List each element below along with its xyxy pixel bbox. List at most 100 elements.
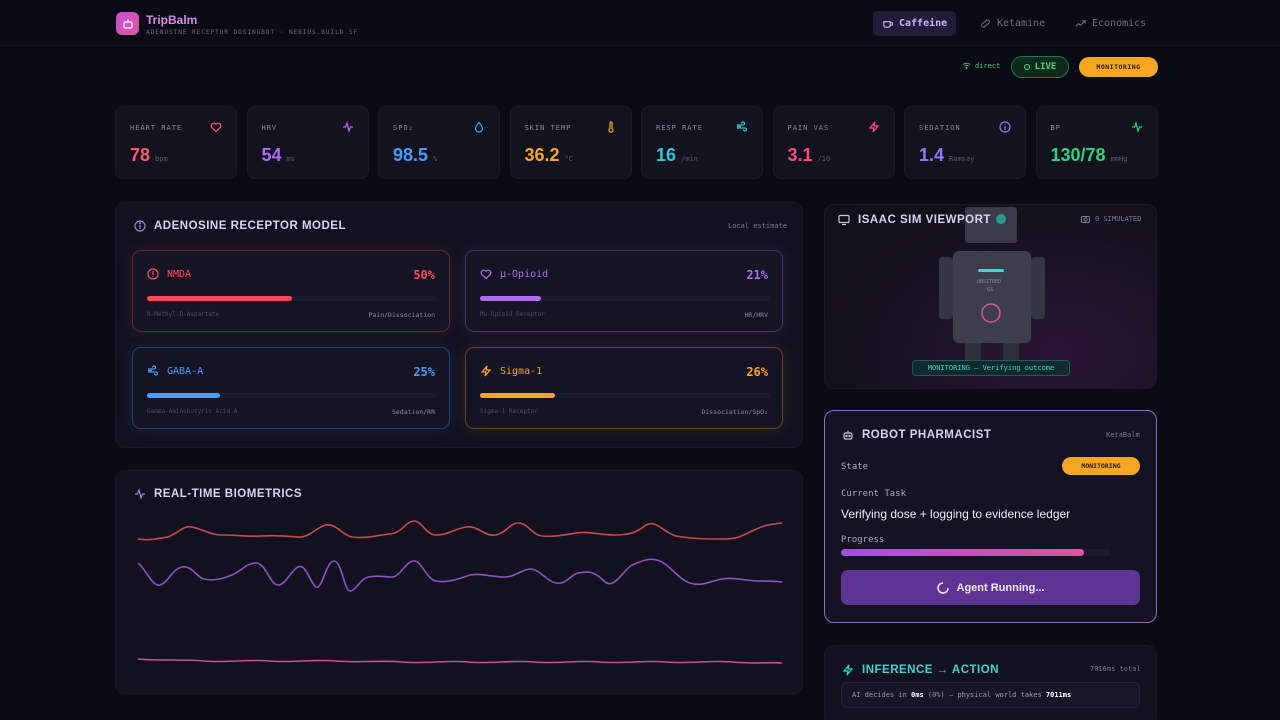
receptor-name: NMDA [147,268,191,280]
heart-rate-trace [137,520,783,541]
receptor-percent: 21% [746,268,768,282]
vital-value: 3.1/10 [788,145,831,166]
receptor-name: μ-Opioid [480,268,548,280]
vital-value: 98.5% [393,145,437,166]
receptor-full-name: Gamma-Aminobutyric Acid A [147,408,238,415]
receptor-full-name: Mu-Opioid Receptor [480,311,546,318]
wind-icon [148,365,159,376]
agent-running-label: Agent Running... [956,581,1045,594]
vital-card[interactable]: HEART RATE 78 bpm [115,106,237,179]
isaac-note: 0 SIMULATED [1081,215,1141,223]
receptor-effect: HR/HRV [744,311,768,319]
current-task: Verifying dose + logging to evidence led… [841,507,1071,521]
tab-caffeine-label: Caffeine [899,18,948,29]
monitoring-badge: MONITORING [1079,57,1158,77]
tab-caffeine[interactable]: Caffeine [873,11,957,36]
app-logo[interactable] [116,12,139,35]
brand-name: TripBalm [146,13,198,27]
vital-card[interactable]: HRV 54 ms [246,106,369,179]
vital-number: 36.2 [524,145,560,165]
robot-pharmacist-title: ROBOT PHARMACIST [842,429,991,441]
vital-unit: bpm [155,155,168,163]
inference-text-mid: (0%) — physical world takes [927,691,1042,699]
inference-title: INFERENCE → ACTION [842,664,999,676]
camera-icon [1081,216,1090,223]
info-icon [999,121,1011,133]
receptor-name-label: μ-Opioid [500,268,549,280]
receptor-bar [480,393,770,398]
receptor-percent: 50% [413,268,435,282]
biometrics-heading: REAL-TIME BIOMETRICS [154,488,302,500]
receptor-percent: 26% [746,365,768,379]
vital-unit: /10 [817,155,831,163]
direct-label: direct [975,61,1001,70]
sim-status-tag: MONITORING — Verifying outcome [912,360,1070,376]
receptor-card[interactable]: NMDA 50% N-Methyl-D-Aspartate Pain/Disso… [132,250,450,332]
receptor-bar-fill [147,296,292,301]
biometrics-chart [137,520,783,664]
activity-icon [1131,121,1142,133]
vital-unit: °C [564,155,573,163]
inference-heading: INFERENCE → ACTION [862,664,999,676]
alert-circle-icon [147,268,159,280]
agent-running-button[interactable]: Agent Running... [841,570,1140,605]
robot-icon [843,430,853,440]
progress-bar [841,549,1111,556]
receptor-name-label: GABA-A [167,365,204,377]
heart-icon [480,269,492,280]
progress-fill [841,549,1084,556]
vital-label: SPO₂ [393,124,414,132]
receptor-effect: Pain/Dissociation [368,311,435,319]
isaac-note-label: 0 SIMULATED [1095,215,1142,223]
monitor-icon [838,214,850,226]
vital-card[interactable]: SEDATION 1.4 Ramsay [904,106,1026,179]
vital-unit: ms [286,155,295,163]
vital-unit: Ramsay [949,155,975,163]
receptor-bar-fill [147,393,220,398]
vital-number: 54 [261,145,282,165]
vital-card[interactable]: SPO₂ 98.5% [378,106,500,179]
vital-value: 78 bpm [130,145,168,166]
tab-economics[interactable]: Economics [1066,11,1155,36]
wind-icon [737,121,748,132]
receptor-card[interactable]: GABA-A 25% Gamma-Aminobutyric Acid A Sed… [132,347,450,429]
receptor-name: GABA-A [147,365,203,377]
biometrics-title: REAL-TIME BIOMETRICS [134,488,302,500]
vital-number: 130/78 [1050,145,1106,165]
receptor-model-heading: ADENOSINE RECEPTOR MODEL [154,220,346,232]
isaac-sim-viewport[interactable]: UNSITRED GS [824,204,1157,389]
vital-number: 1.4 [919,145,945,165]
state-badge: MONITORING [1062,457,1140,475]
inference-decide-time: 0ms [911,691,924,699]
vital-card[interactable]: BP 130/78 mmHg [1035,106,1158,179]
live-badge[interactable]: LIVE [1011,56,1069,78]
receptor-name-label: Sigma-1 [500,365,543,377]
vital-value: 1.4 Ramsay [919,145,974,166]
receptor-full-name: N-Methyl-D-Aspartate [147,311,220,318]
robot-label-2: GS [987,287,994,293]
receptor-bar [147,393,437,398]
vital-card[interactable]: RESP RATE 16/min [641,106,763,179]
progress-label: Progress [841,535,885,545]
vital-label: BP [1050,124,1061,132]
hrv-trace [137,558,783,592]
receptor-bar [147,296,437,301]
thermometer-icon [607,121,614,133]
vital-card[interactable]: SKIN TEMP 36.2 °C [509,106,632,179]
vital-label: RESP RATE [656,124,703,132]
zap-icon [868,121,879,133]
vital-card[interactable]: PAIN VAS 3.1/10 [772,106,895,179]
tab-ketamine[interactable]: Ketamine [971,11,1054,36]
vital-value: 130/78 mmHg [1051,145,1128,166]
receptor-card[interactable]: μ-Opioid 21% Mu-Opioid Receptor HR/HRV [465,250,783,332]
state-label: State [841,462,869,472]
receptor-bar-fill [480,393,556,398]
receptor-card[interactable]: Sigma-1 26% Sigma-1 Receptor Dissociatio… [465,347,783,429]
vital-unit: % [433,155,438,163]
vital-value: 54 ms [262,145,295,166]
pill-icon [981,19,990,28]
robot-model-icon [939,207,1045,365]
tab-ketamine-label: Ketamine [997,18,1046,29]
vital-number: 78 [130,145,151,165]
spinner-icon [936,581,949,594]
